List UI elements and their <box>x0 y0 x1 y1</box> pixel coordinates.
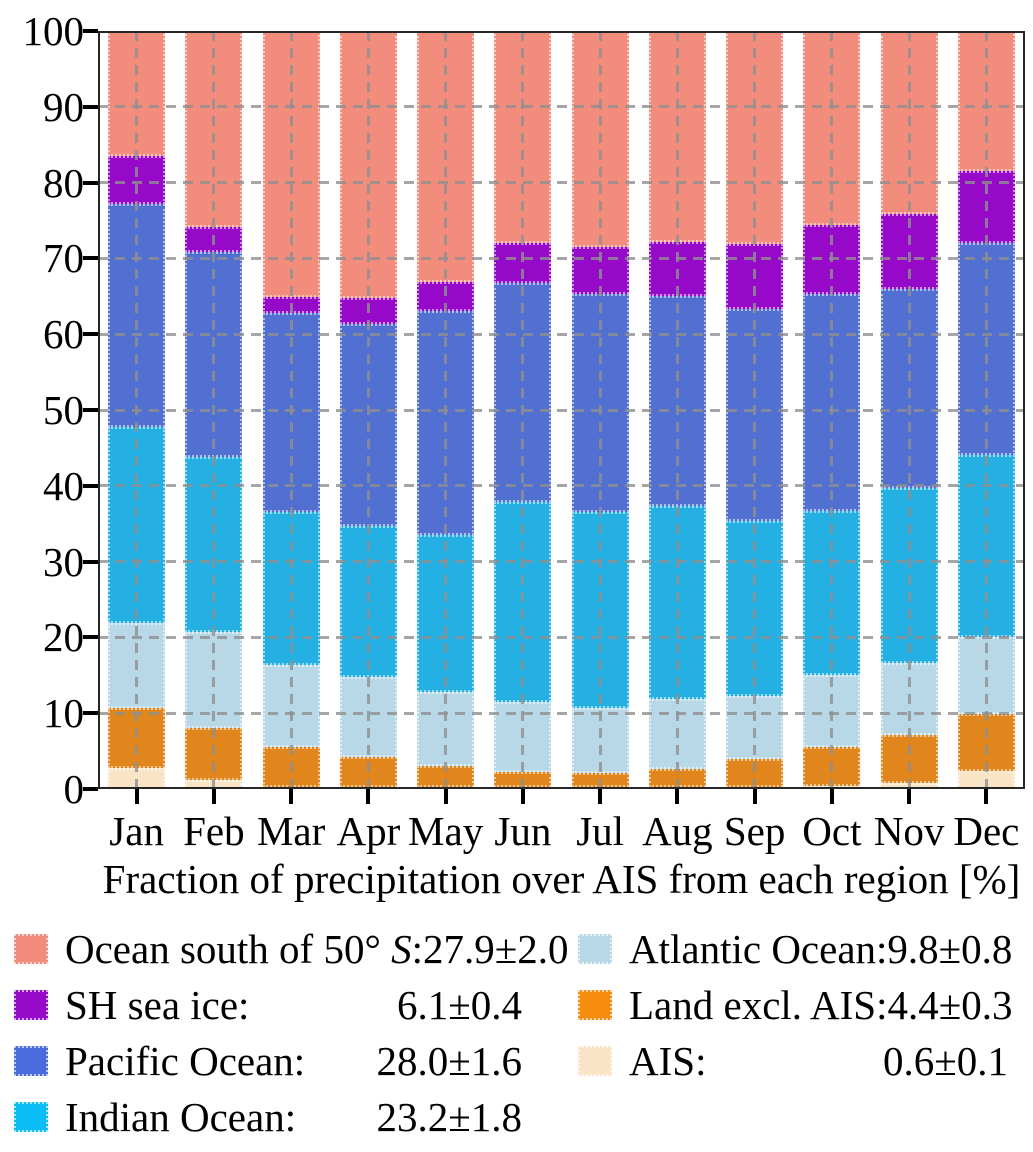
legend-value: 28.0±1.6 <box>376 1038 522 1084</box>
x-axis-title: Fraction of precipitation over AIS from … <box>102 856 1021 902</box>
y-tick-90 <box>83 104 98 109</box>
legend-swatch <box>578 1046 612 1076</box>
x-tick-dec <box>984 789 989 804</box>
legend-swatch <box>578 934 612 964</box>
x-tick-label-nov: Nov <box>873 808 945 854</box>
legend-row: AIS: 0.6±0.1 <box>578 1033 1008 1089</box>
x-tick-feb <box>211 789 216 804</box>
x-tick-nov <box>907 789 912 804</box>
legend-label: SH sea ice: <box>65 982 250 1028</box>
legend-label: AIS: <box>629 1038 707 1084</box>
x-tick-label-dec: Dec <box>953 808 1020 854</box>
x-tick-jul <box>598 789 603 804</box>
y-tick-70 <box>83 256 98 261</box>
y-tick-50 <box>83 408 98 412</box>
legend-value: 6.1±0.4 <box>396 982 522 1028</box>
legend-row: Indian Ocean: 23.2±1.8 <box>14 1089 522 1145</box>
y-gridline-20 <box>98 635 1025 639</box>
x-tick-jun <box>520 789 525 804</box>
legend-swatch <box>14 934 48 964</box>
x-tick-may <box>443 789 448 804</box>
x-tick-label-may: May <box>408 808 484 854</box>
y-gridline-40 <box>98 484 1025 488</box>
y-tick-label-50: 50 <box>43 387 84 433</box>
legend-value: 0.6±0.1 <box>882 1038 1008 1084</box>
legend-label: Atlantic Ocean: <box>629 926 888 972</box>
y-gridline-80 <box>98 181 1025 185</box>
legend-label: Land excl. AIS: <box>629 982 888 1028</box>
x-tick-label-oct: Oct <box>802 808 862 854</box>
y-tick-label-60: 60 <box>43 311 84 358</box>
y-tick-label-30: 30 <box>43 538 84 585</box>
x-tick-label-sep: Sep <box>723 808 786 854</box>
x-tick-aug <box>675 789 680 804</box>
legend-value: 9.8±0.8 <box>887 926 1013 972</box>
x-tick-label-jan: Jan <box>109 808 164 854</box>
legend-label: Ocean south of 50° S: <box>65 926 424 972</box>
x-tick-jan <box>134 789 139 804</box>
legend-row: Atlantic Ocean: 9.8±0.8 <box>578 921 1012 977</box>
y-tick-100 <box>83 29 98 33</box>
y-tick-10 <box>83 711 98 716</box>
y-tick-30 <box>83 559 98 564</box>
y-tick-label-100: 100 <box>22 8 85 54</box>
y-gridline-70 <box>98 256 1025 260</box>
y-tick-label-10: 10 <box>43 690 84 737</box>
legend: Ocean south of 50° S: 27.9±2.0 SH sea ice:… <box>14 921 1020 1145</box>
legend-swatch <box>14 990 48 1020</box>
legend-swatch <box>14 1046 48 1076</box>
legend-value: 4.4±0.3 <box>887 982 1013 1028</box>
y-tick-label-40: 40 <box>43 462 84 509</box>
y-tick-label-20: 20 <box>43 614 84 661</box>
y-tick-80 <box>83 180 98 185</box>
y-tick-20 <box>83 635 98 640</box>
y-tick-0 <box>83 787 98 791</box>
y-gridline-60 <box>98 332 1025 336</box>
legend-swatch <box>578 990 612 1020</box>
y-tick-label-90: 90 <box>43 83 84 130</box>
y-tick-60 <box>83 332 98 337</box>
legend-value: 27.9±2.0 <box>423 926 569 972</box>
x-tick-label-jun: Jun <box>494 808 552 854</box>
legend-row: Pacific Ocean: 28.0±1.6 <box>14 1033 522 1089</box>
y-gridline-10 <box>98 711 1025 715</box>
x-tick-sep <box>752 789 757 804</box>
legend-row: Ocean south of 50° S: 27.9±2.0 <box>14 921 569 977</box>
x-tick-label-apr: Apr <box>336 808 401 854</box>
x-tick-oct <box>829 789 834 804</box>
x-tick-apr <box>366 789 371 804</box>
legend-label: Pacific Ocean: <box>65 1038 306 1084</box>
y-tick-40 <box>83 483 98 488</box>
y-gridline-90 <box>98 105 1025 109</box>
legend-row: Land excl. AIS: 4.4±0.3 <box>578 977 1013 1033</box>
legend-value: 23.2±1.8 <box>376 1094 522 1140</box>
legend-row: SH sea ice: 6.1±0.4 <box>14 977 522 1033</box>
legend-column-2: Atlantic Ocean: 9.8±0.8 Land excl. AIS: 4.4… <box>578 921 1013 1145</box>
y-tick-label-0: 0 <box>63 766 85 812</box>
legend-column-1: Ocean south of 50° S: 27.9±2.0 SH sea ice:… <box>14 921 569 1145</box>
x-tick-label-jul: Jul <box>576 808 625 854</box>
x-tick-mar <box>289 789 294 804</box>
x-tick-label-aug: Aug <box>642 808 713 854</box>
x-tick-label-feb: Feb <box>183 808 245 854</box>
y-tick-label-70: 70 <box>43 235 84 282</box>
x-tick-label-mar: Mar <box>256 808 326 854</box>
legend-label: Indian Ocean: <box>65 1094 297 1140</box>
y-gridline-50 <box>98 408 1025 412</box>
legend-swatch <box>14 1102 48 1132</box>
y-tick-label-80: 80 <box>43 159 84 206</box>
y-gridline-30 <box>98 560 1025 564</box>
